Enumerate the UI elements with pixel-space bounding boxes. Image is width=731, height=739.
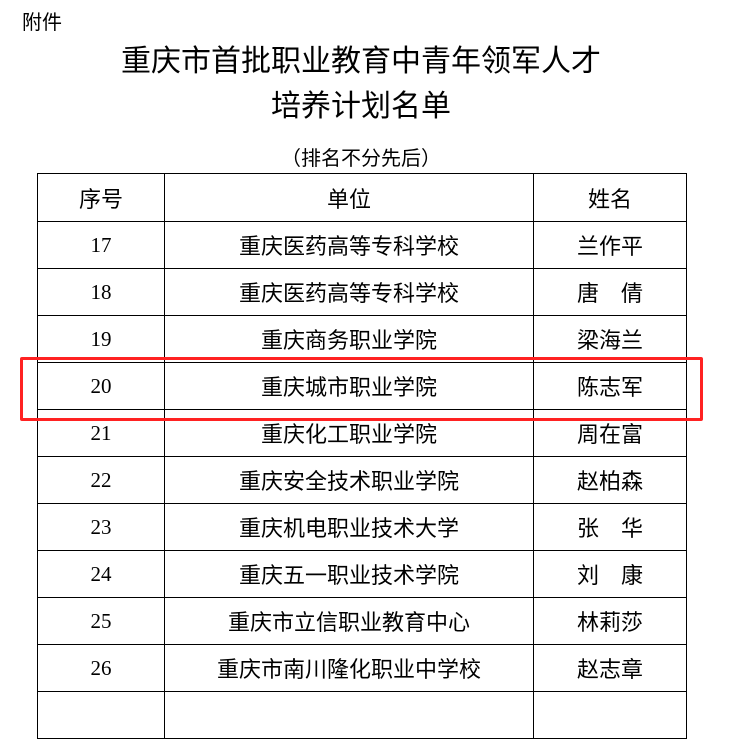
row-name: 兰作平 (533, 221, 687, 269)
table-header-row: 序号 单位 姓名 (37, 173, 687, 222)
table-row: 21 重庆化工职业学院 周在富 (37, 409, 687, 457)
document-title-line2: 培养计划名单 (271, 90, 451, 123)
document-subtitle: （排名不分先后） (281, 148, 441, 170)
header-name: 姓名 (533, 173, 687, 222)
table-row: 25 重庆市立信职业教育中心 林莉莎 (37, 597, 687, 645)
table-row: 20 重庆城市职业学院 陈志军 (37, 362, 687, 410)
row-name: 赵柏森 (533, 456, 687, 504)
row-name: 周在富 (533, 409, 687, 457)
row-name: 赵志章 (533, 644, 687, 692)
row-name (533, 691, 687, 739)
row-index: 21 (37, 409, 165, 457)
row-index: 25 (37, 597, 165, 645)
row-unit: 重庆商务职业学院 (164, 315, 534, 363)
table-row: 26 重庆市南川隆化职业中学校 赵志章 (37, 644, 687, 692)
row-index: 23 (37, 503, 165, 551)
table-row: 18 重庆医药高等专科学校唐 倩 (37, 268, 687, 316)
header-index: 序号 (37, 173, 165, 222)
row-unit: 重庆市南川隆化职业中学校 (164, 644, 534, 692)
row-unit: 重庆五一职业技术学院 (164, 550, 534, 598)
table-row: 19 重庆商务职业学院 梁海兰 (37, 315, 687, 363)
row-index: 18 (37, 268, 165, 316)
row-name: 张 华 (533, 503, 687, 551)
row-name: 林莉莎 (533, 597, 687, 645)
row-index: 19 (37, 315, 165, 363)
row-index (37, 691, 165, 739)
row-name: 唐 倩 (533, 268, 687, 316)
row-unit: 重庆化工职业学院 (164, 409, 534, 457)
row-unit: 重庆医药高等专科学校 (164, 221, 534, 269)
row-index: 17 (37, 221, 165, 269)
header-unit: 单位 (164, 173, 534, 222)
row-unit: 重庆城市职业学院 (164, 362, 534, 410)
row-index: 26 (37, 644, 165, 692)
table-row (37, 691, 687, 739)
table-row: 23 重庆机电职业技术大学张 华 (37, 503, 687, 551)
table-row: 22 重庆安全技术职业学院 赵柏森 (37, 456, 687, 504)
row-name: 刘 康 (533, 550, 687, 598)
row-unit: 重庆安全技术职业学院 (164, 456, 534, 504)
row-unit (164, 691, 534, 739)
attachment-label: 附件 (22, 12, 62, 34)
row-unit: 重庆机电职业技术大学 (164, 503, 534, 551)
row-index: 20 (37, 362, 165, 410)
table-row: 17 重庆医药高等专科学校 兰作平 (37, 221, 687, 269)
row-unit: 重庆市立信职业教育中心 (164, 597, 534, 645)
row-name: 陈志军 (533, 362, 687, 410)
row-index: 22 (37, 456, 165, 504)
row-unit: 重庆医药高等专科学校 (164, 268, 534, 316)
row-index: 24 (37, 550, 165, 598)
table-row: 24 重庆五一职业技术学院刘 康 (37, 550, 687, 598)
document-title-line1: 重庆市首批职业教育中青年领军人才 (121, 45, 601, 78)
row-name: 梁海兰 (533, 315, 687, 363)
